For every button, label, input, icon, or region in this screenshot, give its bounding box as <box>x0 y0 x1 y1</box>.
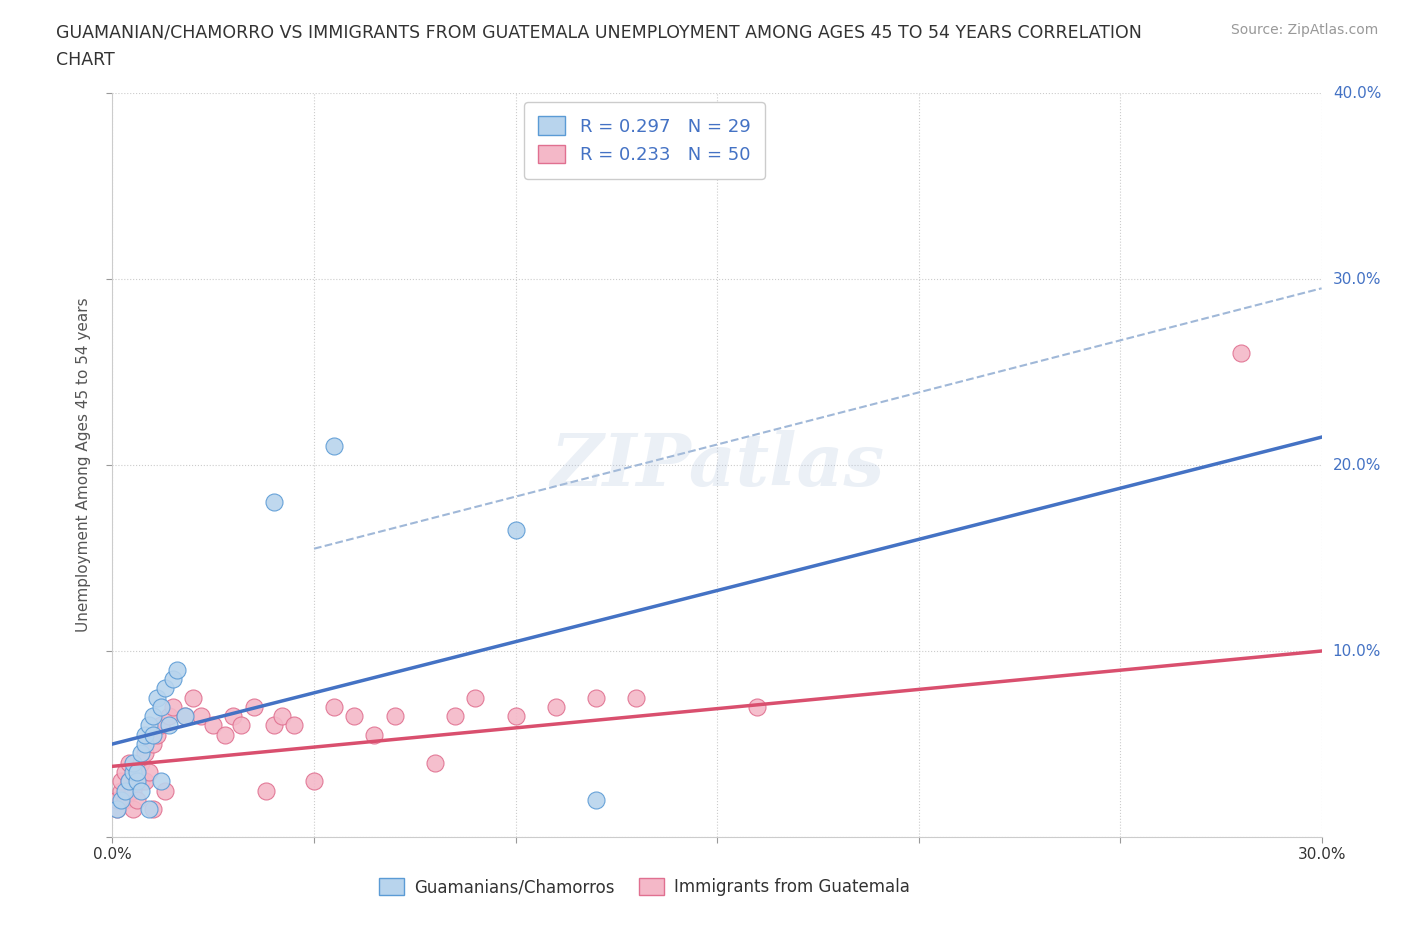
Point <box>129 774 152 789</box>
Point <box>302 774 325 789</box>
Point <box>105 792 128 807</box>
Point <box>142 727 165 742</box>
Point <box>105 802 128 817</box>
Point <box>363 727 385 742</box>
Point <box>174 709 197 724</box>
Point <box>110 783 132 798</box>
Point <box>134 727 156 742</box>
Point <box>117 755 139 770</box>
Point <box>146 690 169 705</box>
Point <box>626 690 648 705</box>
Point <box>125 764 148 779</box>
Point <box>166 662 188 677</box>
Point <box>146 727 169 742</box>
Point <box>117 774 139 789</box>
Point <box>242 699 264 714</box>
Point <box>142 709 165 724</box>
Point <box>544 699 567 714</box>
Point <box>1230 346 1253 361</box>
Point <box>222 709 245 724</box>
Point <box>149 718 172 733</box>
Text: ZIPatlas: ZIPatlas <box>550 430 884 500</box>
Point <box>121 783 143 798</box>
Point <box>585 792 607 807</box>
Point <box>747 699 769 714</box>
Point <box>263 718 285 733</box>
Point <box>125 774 148 789</box>
Point <box>142 802 165 817</box>
Text: 10.0%: 10.0% <box>1333 644 1381 658</box>
Point <box>190 709 212 724</box>
Point <box>149 774 172 789</box>
Point <box>202 718 225 733</box>
Point <box>174 709 197 724</box>
Point <box>138 718 160 733</box>
Legend: Guamanians/Chamorros, Immigrants from Guatemala: Guamanians/Chamorros, Immigrants from Gu… <box>373 871 917 903</box>
Point <box>464 690 486 705</box>
Point <box>254 783 277 798</box>
Point <box>384 709 406 724</box>
Point <box>110 792 132 807</box>
Text: Source: ZipAtlas.com: Source: ZipAtlas.com <box>1230 23 1378 37</box>
Point <box>110 774 132 789</box>
Text: 30.0%: 30.0% <box>1333 272 1381 286</box>
Point <box>138 764 160 779</box>
Point <box>270 709 292 724</box>
Point <box>121 802 143 817</box>
Point <box>134 737 156 751</box>
Point <box>125 764 148 779</box>
Point <box>162 671 184 686</box>
Point <box>505 523 527 538</box>
Point <box>153 681 176 696</box>
Point <box>505 709 527 724</box>
Y-axis label: Unemployment Among Ages 45 to 54 years: Unemployment Among Ages 45 to 54 years <box>76 298 91 632</box>
Point <box>153 783 176 798</box>
Point <box>423 755 446 770</box>
Point <box>263 495 285 510</box>
Point <box>214 727 236 742</box>
Point <box>343 709 366 724</box>
Text: 20.0%: 20.0% <box>1333 458 1381 472</box>
Point <box>626 132 648 147</box>
Point <box>114 792 136 807</box>
Point <box>283 718 305 733</box>
Point <box>114 764 136 779</box>
Point <box>117 774 139 789</box>
Point <box>162 699 184 714</box>
Text: CHART: CHART <box>56 51 115 69</box>
Point <box>114 783 136 798</box>
Point <box>142 737 165 751</box>
Point <box>138 802 160 817</box>
Point <box>181 690 204 705</box>
Point <box>129 783 152 798</box>
Point <box>125 792 148 807</box>
Point <box>121 764 143 779</box>
Point <box>231 718 253 733</box>
Point <box>134 746 156 761</box>
Point <box>105 802 128 817</box>
Text: 40.0%: 40.0% <box>1333 86 1381 100</box>
Point <box>157 718 180 733</box>
Point <box>134 774 156 789</box>
Point <box>149 699 172 714</box>
Point <box>323 699 346 714</box>
Point <box>121 755 143 770</box>
Point <box>444 709 467 724</box>
Point <box>129 746 152 761</box>
Point <box>585 690 607 705</box>
Point <box>323 439 346 454</box>
Point <box>129 755 152 770</box>
Text: GUAMANIAN/CHAMORRO VS IMMIGRANTS FROM GUATEMALA UNEMPLOYMENT AMONG AGES 45 TO 54: GUAMANIAN/CHAMORRO VS IMMIGRANTS FROM GU… <box>56 23 1142 41</box>
Point <box>157 709 180 724</box>
